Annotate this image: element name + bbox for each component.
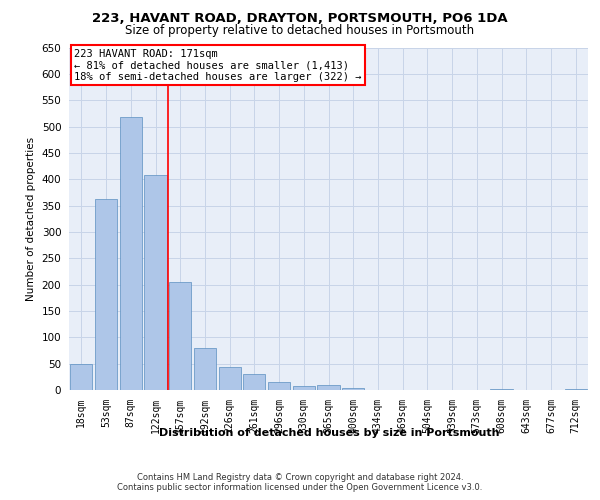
Bar [218, 367, 241, 390]
Text: Size of property relative to detached houses in Portsmouth: Size of property relative to detached ho… [125, 24, 475, 37]
Bar [243, 374, 265, 390]
Text: 223 HAVANT ROAD: 171sqm
← 81% of detached houses are smaller (1,413)
18% of semi: 223 HAVANT ROAD: 171sqm ← 81% of detache… [74, 48, 362, 82]
Bar [490, 389, 512, 390]
Y-axis label: Number of detached properties: Number of detached properties [26, 136, 36, 301]
Bar [342, 388, 364, 390]
Text: Contains HM Land Registry data © Crown copyright and database right 2024.: Contains HM Land Registry data © Crown c… [137, 472, 463, 482]
Bar [169, 282, 191, 390]
Bar [119, 116, 142, 390]
Bar [95, 198, 117, 390]
Text: Distribution of detached houses by size in Portsmouth: Distribution of detached houses by size … [158, 428, 499, 438]
Bar [565, 389, 587, 390]
Bar [145, 175, 167, 390]
Text: 223, HAVANT ROAD, DRAYTON, PORTSMOUTH, PO6 1DA: 223, HAVANT ROAD, DRAYTON, PORTSMOUTH, P… [92, 12, 508, 26]
Bar [194, 348, 216, 390]
Text: Contains public sector information licensed under the Open Government Licence v3: Contains public sector information licen… [118, 484, 482, 492]
Bar [293, 386, 315, 390]
Bar [317, 384, 340, 390]
Bar [70, 364, 92, 390]
Bar [268, 382, 290, 390]
